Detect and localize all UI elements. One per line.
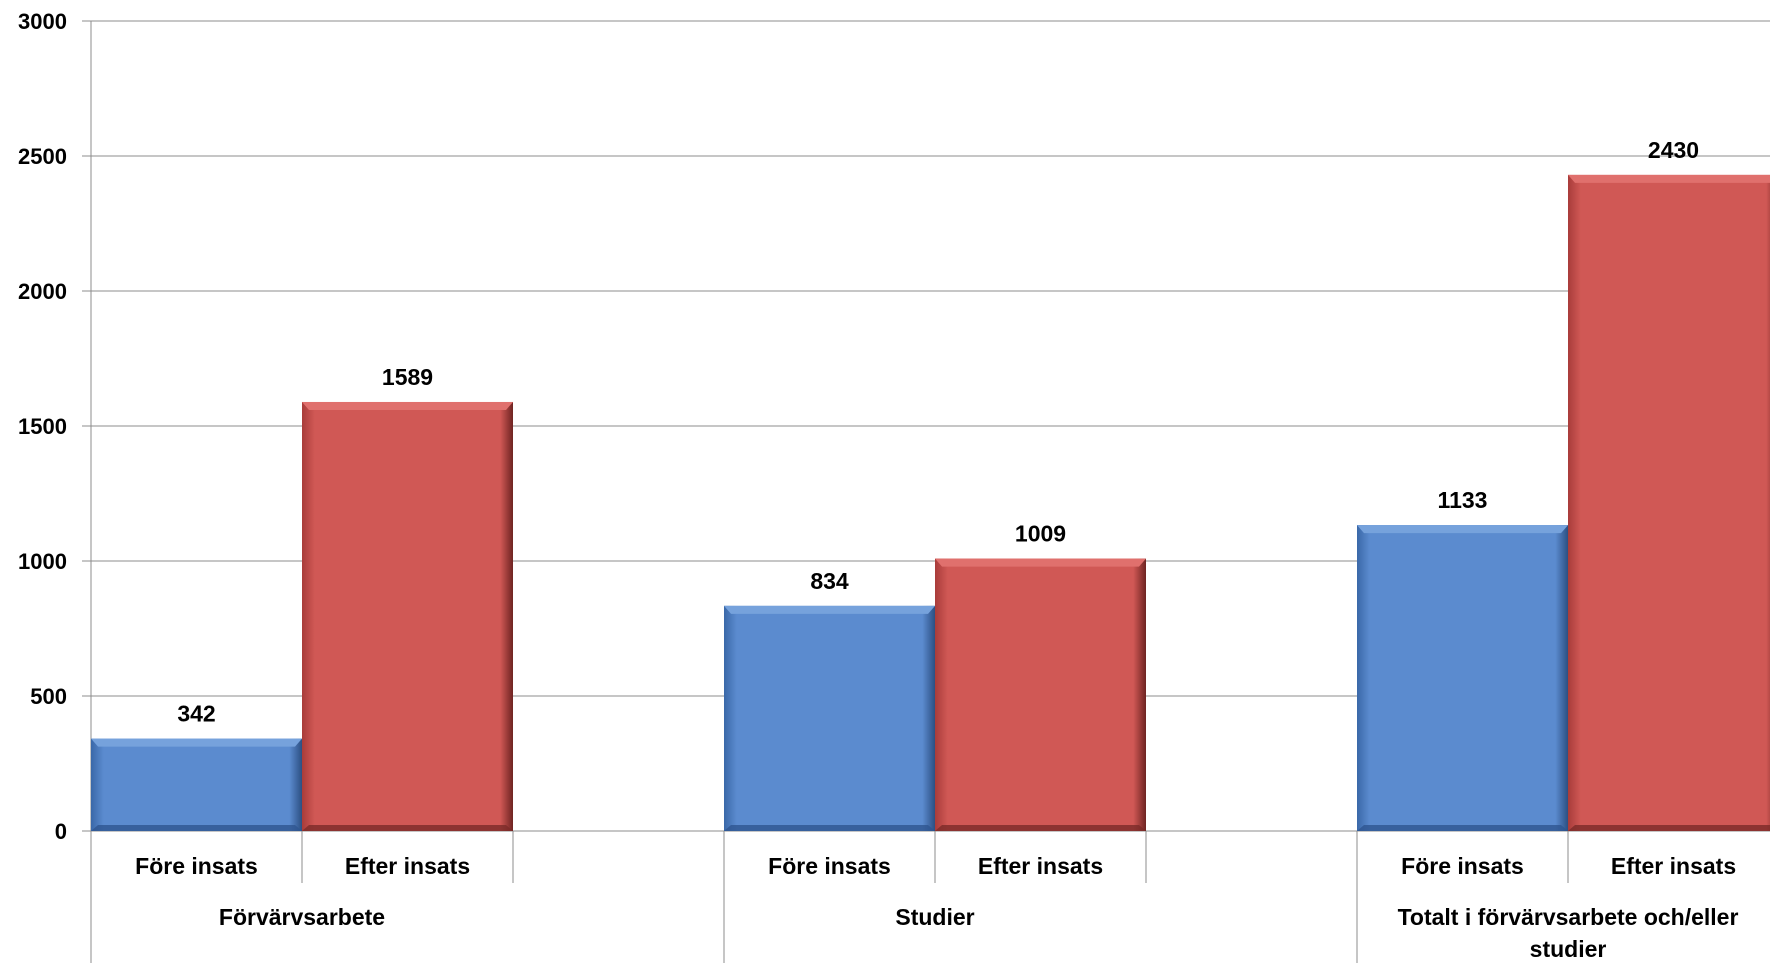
bar-bottom-bevel — [91, 825, 302, 831]
bar-0-0 — [91, 738, 302, 831]
labels: 0 500 1000 1500 2000 2500 3000 342 Före insats 15… — [18, 9, 1738, 962]
bar-bottom-bevel — [1357, 825, 1568, 831]
bar-body — [935, 558, 1146, 831]
y-tick-label: 3000 — [18, 9, 67, 34]
bar-2-1 — [1568, 174, 1770, 831]
bar-category-label: Efter insats — [345, 853, 470, 879]
bar-category-label: Före insats — [768, 853, 891, 879]
bar-top-bevel — [724, 605, 935, 614]
bar-0-1 — [302, 401, 513, 831]
bar-top-bevel — [1568, 174, 1770, 183]
bar-1-0 — [724, 605, 935, 831]
bar-top-bevel — [935, 558, 1146, 567]
group-label: Totalt i förvärvsarbete och/eller studier — [1398, 904, 1739, 962]
group-label: Studier — [895, 904, 974, 930]
bars — [91, 174, 1770, 831]
y-tick-label: 0 — [55, 819, 67, 844]
bar-body — [1568, 174, 1770, 831]
data-label: 834 — [810, 568, 849, 594]
bar-bottom-bevel — [1568, 825, 1770, 831]
data-label: 342 — [177, 701, 215, 727]
y-tick-label: 2000 — [18, 279, 67, 304]
bar-category-label: Efter insats — [1611, 853, 1736, 879]
bar-category-label: Efter insats — [978, 853, 1103, 879]
bar-body — [91, 738, 302, 831]
bar-category-label: Före insats — [135, 853, 258, 879]
bar-body — [724, 605, 935, 831]
data-label: 1009 — [1015, 521, 1066, 547]
y-tick-label: 1500 — [18, 414, 67, 439]
bar-top-bevel — [1357, 525, 1568, 534]
data-label: 2430 — [1648, 137, 1699, 163]
group-label: Förvärvsarbete — [219, 904, 385, 930]
data-label: 1133 — [1438, 487, 1488, 513]
y-tick-label: 500 — [30, 684, 67, 709]
bar-bottom-bevel — [302, 825, 513, 831]
bar-bottom-bevel — [724, 825, 935, 831]
bar-bottom-bevel — [935, 825, 1146, 831]
bar-1-1 — [935, 558, 1146, 831]
bar-top-bevel — [91, 738, 302, 747]
bar-body — [302, 401, 513, 831]
y-tick-label: 1000 — [18, 549, 67, 574]
bar-2-0 — [1357, 525, 1568, 831]
bar-top-bevel — [302, 401, 513, 410]
y-tick-label: 2500 — [18, 144, 67, 169]
bar-category-label: Före insats — [1401, 853, 1524, 879]
data-label: 1589 — [382, 364, 433, 390]
bar-body — [1357, 525, 1568, 831]
